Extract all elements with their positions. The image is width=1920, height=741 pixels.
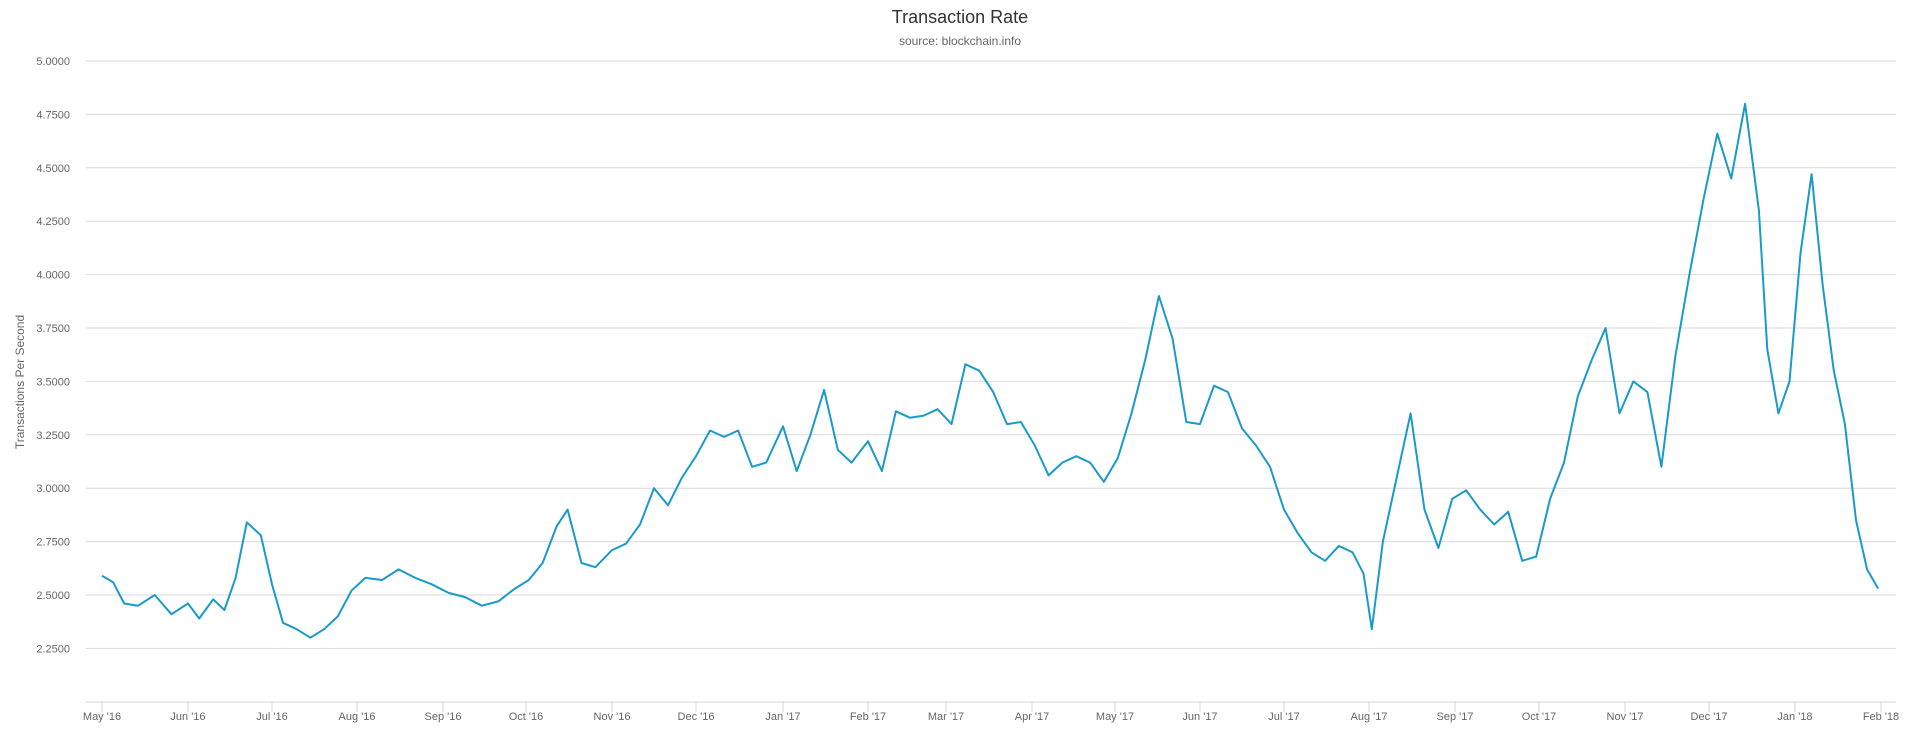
x-tick-label: Jun '16: [170, 711, 205, 723]
y-tick-label: 3.5000: [36, 376, 70, 388]
x-tick-label: Aug '17: [1351, 711, 1388, 723]
x-tick-label: Jan '17: [765, 711, 800, 723]
x-tick-label: Jan '18: [1777, 711, 1812, 723]
y-tick-label: 3.2500: [36, 430, 70, 442]
x-tick-label: Jul '16: [256, 711, 287, 723]
y-tick-label: 2.2500: [36, 643, 70, 655]
y-tick-label: 3.7500: [36, 323, 70, 335]
x-tick-label: Apr '17: [1015, 711, 1050, 723]
y-tick-label: 4.5000: [36, 163, 70, 175]
transaction-rate-line: [101, 102, 1880, 639]
chart-title: Transaction Rate: [891, 7, 1029, 27]
x-tick-label: Aug '16: [339, 711, 376, 723]
y-tick-label: 2.7500: [36, 537, 70, 549]
x-tick-label: Oct '16: [509, 711, 544, 723]
x-tick-label: Oct '17: [1522, 711, 1557, 723]
x-tick-label: Nov '16: [594, 711, 631, 723]
x-tick-label: Nov '17: [1607, 711, 1644, 723]
x-tick-label: Feb '18: [1863, 711, 1899, 723]
y-tick-label: 4.2500: [36, 216, 70, 228]
gridlines: [86, 60, 1896, 649]
x-tick-label: Feb '17: [850, 711, 886, 723]
x-tick-label: May '16: [83, 711, 121, 723]
chart-subtitle: source: blockchain.info: [898, 34, 1022, 48]
y-axis-title: Transactions Per Second: [13, 315, 27, 449]
y-tick-label: 4.7500: [36, 109, 70, 121]
y-tick-label: 4.0000: [36, 270, 70, 282]
x-axis-ticks: May '16 Jun '16 Jul '16 Aug '16 Sep '16 Oct '…: [83, 702, 1899, 723]
y-tick-label: 5.0000: [36, 56, 70, 68]
x-tick-label: Jun '17: [1182, 711, 1217, 723]
x-tick-label: Mar '17: [928, 711, 964, 723]
y-axis-labels: 5.0000 4.7500 4.5000 4.2500 4.0000 3.7500 3.50…: [36, 56, 70, 655]
x-tick-label: Sep '17: [1437, 711, 1474, 723]
x-tick-label: May '17: [1096, 711, 1134, 723]
y-tick-label: 3.0000: [36, 483, 70, 495]
x-tick-label: Dec '16: [678, 711, 715, 723]
x-tick-label: Sep '16: [425, 711, 462, 723]
x-tick-label: Dec '17: [1691, 711, 1728, 723]
y-tick-label: 2.5000: [36, 590, 70, 602]
x-tick-label: Jul '17: [1268, 711, 1299, 723]
